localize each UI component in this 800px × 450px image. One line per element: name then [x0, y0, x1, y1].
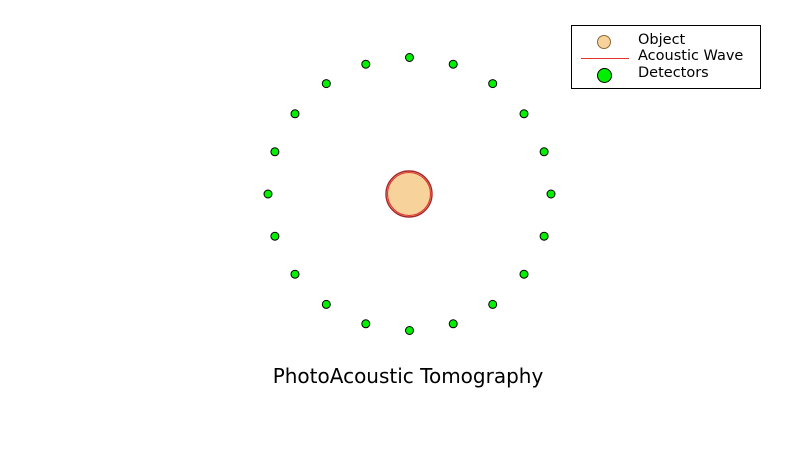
- detector-point: [290, 269, 300, 279]
- detector-marker-icon: [597, 68, 612, 83]
- detector-point: [546, 189, 556, 199]
- legend-label-acoustic-wave: Acoustic Wave: [638, 48, 744, 64]
- detector-point: [405, 326, 414, 335]
- legend-label-detectors: Detectors: [638, 65, 709, 81]
- detector-point: [448, 59, 458, 69]
- detector-point: [290, 109, 300, 119]
- legend-item-acoustic-wave: Acoustic Wave: [572, 48, 762, 66]
- object-circle: [385, 170, 433, 218]
- detector-point: [270, 231, 280, 241]
- detector-point: [321, 299, 331, 309]
- acoustic-wave-front: [386, 171, 432, 217]
- legend-label-object: Object: [638, 32, 686, 48]
- detector-point: [448, 319, 458, 329]
- detector-ring: [263, 53, 556, 335]
- legend-item-object: Object: [572, 32, 762, 50]
- detector-point: [488, 79, 498, 89]
- detector-point: [488, 299, 498, 309]
- detector-point: [519, 109, 529, 119]
- imaged-object: [385, 170, 433, 218]
- detector-point: [539, 231, 549, 241]
- acoustic-wave-line-icon: [581, 58, 629, 59]
- legend-item-detectors: Detectors: [572, 65, 762, 83]
- detector-point: [361, 319, 371, 329]
- detector-point: [263, 189, 273, 199]
- detector-point: [405, 53, 414, 62]
- detector-point: [270, 147, 280, 157]
- object-marker-icon: [597, 35, 611, 49]
- diagram-caption: PhotoAcoustic Tomography: [272, 364, 544, 388]
- detector-point: [361, 59, 371, 69]
- detector-point: [321, 79, 331, 89]
- legend: Object Acoustic Wave Detectors: [571, 25, 761, 89]
- detector-point: [519, 269, 529, 279]
- detector-point: [539, 147, 549, 157]
